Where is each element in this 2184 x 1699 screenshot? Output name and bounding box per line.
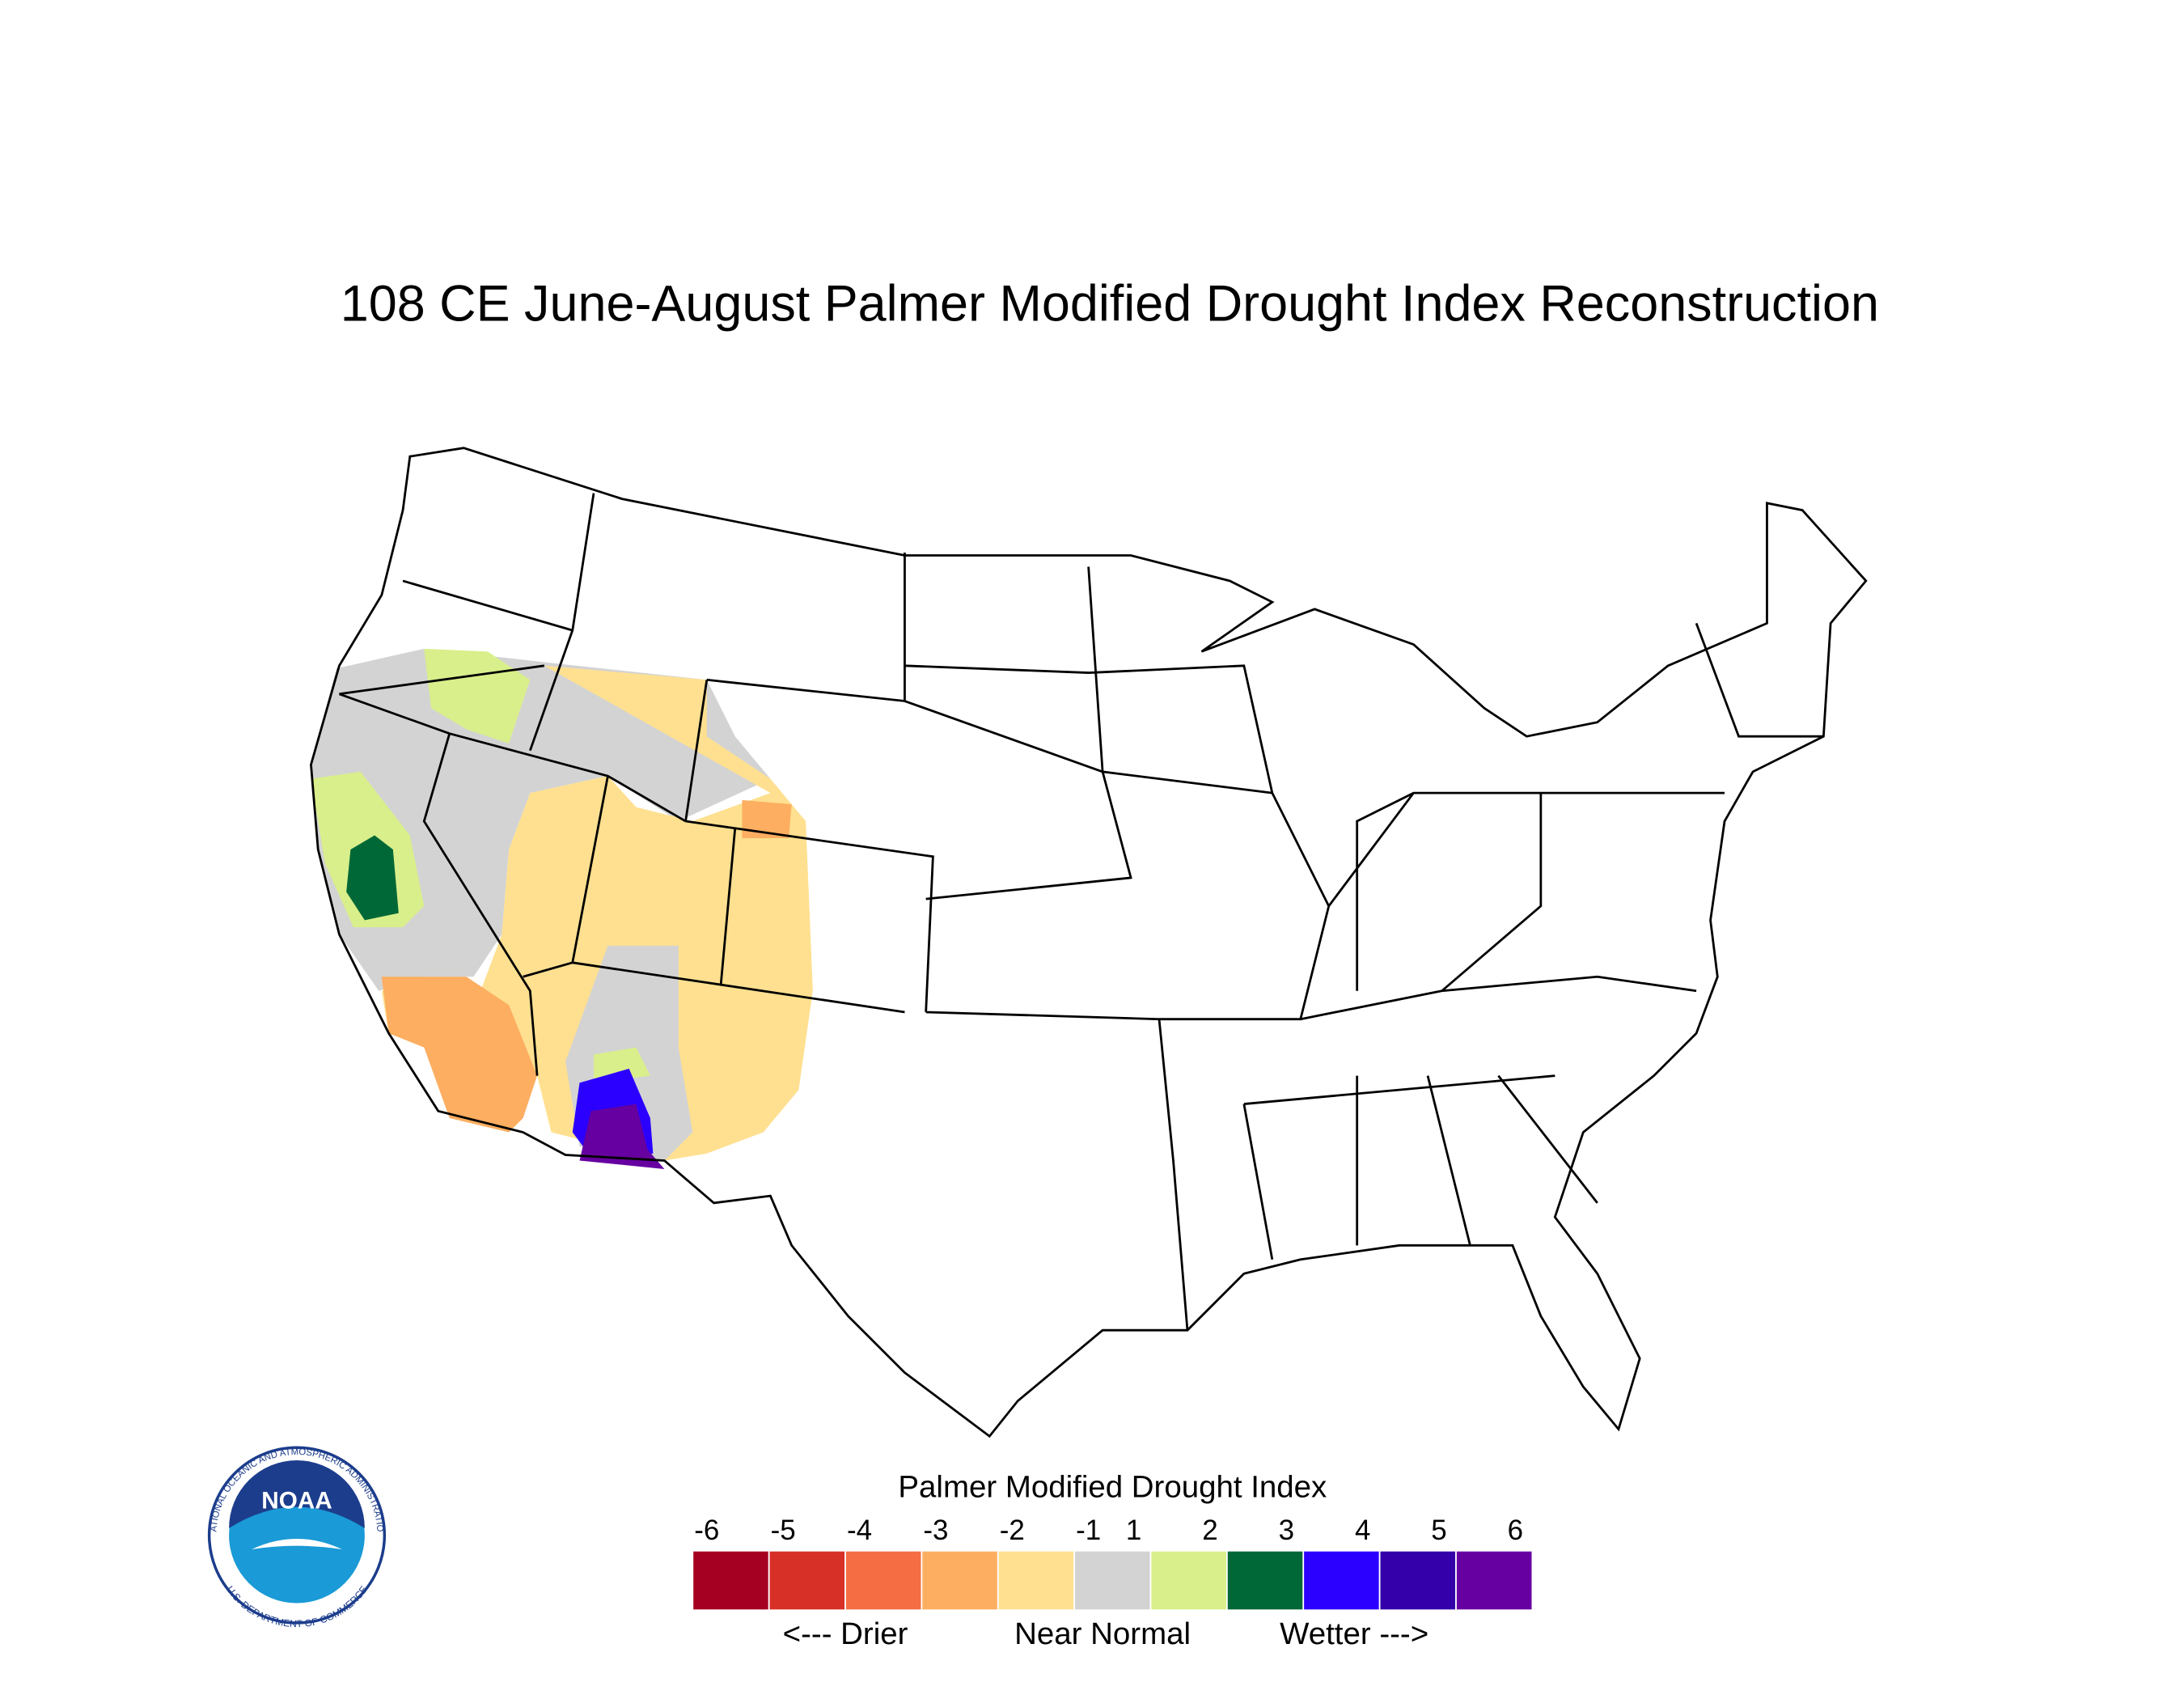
legend-swatch [768, 1549, 846, 1612]
wet-area [579, 1104, 665, 1169]
legend-tick-label: -6 [694, 1515, 719, 1546]
legend-swatch [1378, 1549, 1457, 1612]
legend-tick-label: -3 [923, 1515, 948, 1546]
wet-area [346, 835, 399, 921]
map [310, 447, 1868, 1438]
legend-tick-label: 3 [1279, 1515, 1294, 1546]
us-outline [310, 447, 1868, 1438]
dry-area [381, 665, 813, 1161]
legend-swatch [1226, 1549, 1305, 1612]
dry-area [742, 799, 792, 839]
legend-swatch [997, 1549, 1076, 1612]
legend-tick-label: 6 [1508, 1515, 1523, 1546]
dry-area [381, 977, 538, 1133]
legend-swatch [1302, 1549, 1381, 1612]
legend-swatch [692, 1549, 770, 1612]
legend-caption: Near Normal [1014, 1616, 1191, 1651]
legend-tick-label: 1 [1126, 1515, 1141, 1546]
legend-tick-label: 5 [1431, 1515, 1446, 1546]
legend-swatch [1149, 1549, 1228, 1612]
title: 108 CE June-August Palmer Modified Droug… [341, 275, 1879, 332]
legend-tick-label: 2 [1202, 1515, 1217, 1546]
legend-swatch [921, 1549, 999, 1612]
legend-caption: <--- Drier [783, 1616, 908, 1651]
legend-tick-label: 4 [1355, 1515, 1370, 1546]
legend-tick-label: -5 [771, 1515, 796, 1546]
legend: Palmer Modified Drought Index -6 -5 -4 -3 -2… [692, 1469, 1534, 1651]
legend-title: Palmer Modified Drought Index [898, 1469, 1327, 1504]
legend-swatch [1455, 1549, 1534, 1612]
near-normal-area [311, 648, 771, 991]
legend-swatch [1073, 1549, 1152, 1612]
logo-name: NOAA [261, 1487, 332, 1514]
legend-tick-label: -4 [847, 1515, 872, 1546]
legend-tick-label: -1 [1076, 1515, 1101, 1546]
wet-area [593, 1047, 650, 1083]
legend-caption: Wetter ---> [1280, 1616, 1428, 1651]
legend-swatch [844, 1549, 923, 1612]
legend-tick-label: -2 [1000, 1515, 1025, 1546]
